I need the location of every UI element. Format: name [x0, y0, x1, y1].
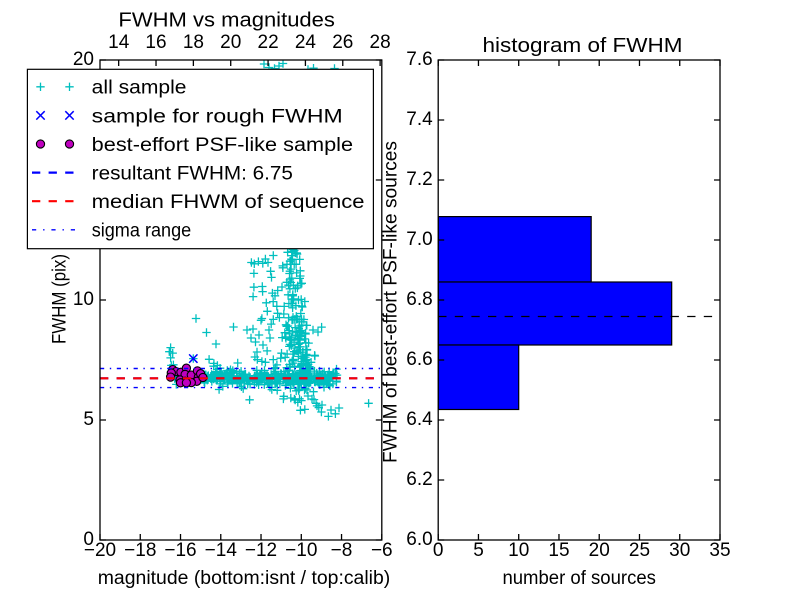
- svg-text:20: 20: [73, 49, 94, 70]
- svg-text:35: 35: [709, 540, 730, 561]
- svg-text:7.2: 7.2: [406, 169, 432, 190]
- svg-text:20: 20: [589, 540, 610, 561]
- svg-text:median FHWM of sequence: median FHWM of sequence: [92, 192, 365, 213]
- svg-text:7.6: 7.6: [406, 49, 432, 70]
- svg-text:30: 30: [669, 540, 690, 561]
- svg-text:6.4: 6.4: [406, 409, 433, 430]
- svg-text:histogram of FWHM: histogram of FWHM: [483, 34, 683, 57]
- svg-text:6.2: 6.2: [406, 469, 432, 490]
- svg-text:best-effort PSF-like sample: best-effort PSF-like sample: [92, 135, 353, 156]
- svg-text:−20: −20: [84, 540, 116, 561]
- svg-text:20: 20: [220, 32, 241, 53]
- svg-text:6.0: 6.0: [406, 529, 432, 550]
- svg-text:−10: −10: [285, 540, 317, 561]
- svg-text:−16: −16: [164, 540, 196, 561]
- svg-text:6.6: 6.6: [406, 349, 432, 370]
- svg-text:−8: −8: [331, 540, 353, 561]
- svg-text:15: 15: [548, 540, 569, 561]
- svg-text:7.4: 7.4: [406, 109, 433, 130]
- svg-text:0: 0: [83, 529, 94, 550]
- svg-text:0: 0: [433, 540, 444, 561]
- svg-text:number of sources: number of sources: [502, 568, 656, 589]
- svg-text:−18: −18: [124, 540, 156, 561]
- svg-text:all sample: all sample: [92, 78, 187, 99]
- svg-text:FWHM of best-effort PSF-like s: FWHM of best-effort PSF-like sources: [381, 141, 402, 463]
- svg-text:FWHM (pix): FWHM (pix): [50, 254, 71, 344]
- svg-text:FWHM vs magnitudes: FWHM vs magnitudes: [118, 9, 335, 32]
- svg-text:magnitude (bottom:isnt / top:c: magnitude (bottom:isnt / top:calib): [98, 568, 391, 589]
- svg-text:5: 5: [83, 409, 94, 430]
- svg-text:22: 22: [258, 32, 279, 53]
- svg-text:24: 24: [295, 32, 317, 53]
- svg-text:5: 5: [473, 540, 484, 561]
- svg-text:26: 26: [332, 32, 353, 53]
- svg-text:16: 16: [145, 32, 166, 53]
- svg-text:28: 28: [370, 32, 391, 53]
- svg-text:−6: −6: [371, 540, 393, 561]
- svg-text:resultant FWHM: 6.75: resultant FWHM: 6.75: [92, 164, 293, 185]
- svg-text:sigma range: sigma range: [92, 221, 192, 242]
- svg-text:10: 10: [73, 289, 94, 310]
- svg-text:14: 14: [108, 32, 130, 53]
- svg-text:−14: −14: [205, 540, 238, 561]
- svg-text:25: 25: [629, 540, 650, 561]
- svg-text:10: 10: [508, 540, 529, 561]
- svg-text:−12: −12: [245, 540, 277, 561]
- svg-text:7.0: 7.0: [406, 229, 432, 250]
- svg-text:18: 18: [183, 32, 204, 53]
- svg-text:sample for rough FWHM: sample for rough FWHM: [92, 106, 343, 127]
- svg-text:6.8: 6.8: [406, 289, 432, 310]
